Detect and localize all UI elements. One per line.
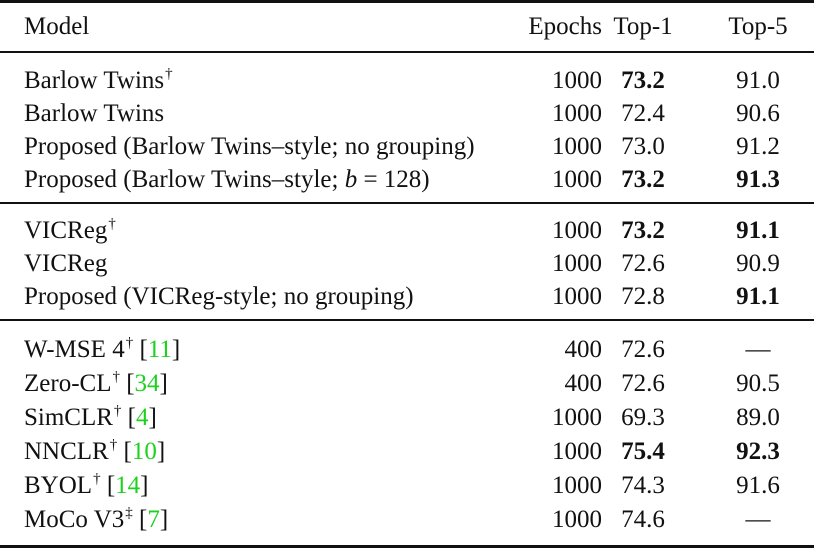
table-row: Proposed (Barlow Twins–style; b = 128) 1… <box>0 163 814 196</box>
table-row: SimCLR† [4] 1000 69.3 89.0 <box>0 401 814 434</box>
table-row: NNCLR† [10] 1000 75.4 92.3 <box>0 435 814 468</box>
header-top1: Top-1 <box>613 13 673 40</box>
model-name: MoCo V3‡ [7] <box>24 505 169 534</box>
footnote-mark: † <box>125 335 134 351</box>
model-name: BYOL† [14] <box>24 471 149 500</box>
model-name: Proposed (Barlow Twins–style; no groupin… <box>24 133 475 160</box>
top1-value: 72.6 <box>621 250 665 277</box>
citation-link[interactable]: 14 <box>115 472 141 499</box>
footnote-mark: † <box>112 369 120 385</box>
table-row: W-MSE 4† [11] 400 72.6 — <box>0 333 814 366</box>
top5-value: 89.0 <box>736 404 780 431</box>
model-name: Proposed (VICReg-style; no grouping) <box>24 283 414 310</box>
top5-value: 90.5 <box>736 370 780 397</box>
table-row: Proposed (Barlow Twins–style; no groupin… <box>0 130 814 163</box>
top1-value: 72.8 <box>621 283 665 310</box>
footnote-mark: † <box>113 403 122 419</box>
top5-value: 91.2 <box>736 133 780 160</box>
epochs-value: 1000 <box>552 166 602 193</box>
model-name: W-MSE 4† [11] <box>24 335 181 364</box>
citation-link[interactable]: 10 <box>131 438 157 465</box>
top1-value: 72.4 <box>621 100 665 127</box>
math-variable: b <box>344 166 358 193</box>
top1-value: 73.2 <box>621 67 665 94</box>
epochs-value: 1000 <box>552 283 602 310</box>
top-rule <box>0 0 814 3</box>
top1-value: 73.2 <box>621 166 665 193</box>
top1-value: 73.2 <box>621 217 665 244</box>
header-top5: Top-5 <box>728 13 788 40</box>
model-name: SimCLR† [4] <box>24 403 157 432</box>
table-row: VICReg† 1000 73.2 91.1 <box>0 214 814 247</box>
footnote-mark: † <box>109 437 118 453</box>
top5-value: 91.1 <box>736 283 780 310</box>
header-model: Model <box>24 13 90 40</box>
model-name: VICReg <box>24 250 108 277</box>
top5-value: 91.1 <box>736 217 780 244</box>
footnote-mark: ‡ <box>125 505 133 521</box>
footnote-mark: † <box>93 471 101 487</box>
top1-value: 74.3 <box>621 472 665 499</box>
epochs-value: 400 <box>564 336 603 363</box>
table-row: BYOL† [14] 1000 74.3 91.6 <box>0 469 814 502</box>
bottom-rule <box>0 545 814 548</box>
top5-value: 92.3 <box>736 438 780 465</box>
top1-value: 69.3 <box>621 404 665 431</box>
header-epochs: Epochs <box>528 13 602 40</box>
epochs-value: 1000 <box>552 67 602 94</box>
model-name: Barlow Twins† <box>24 66 173 95</box>
table-row: MoCo V3‡ [7] 1000 74.6 — <box>0 503 814 536</box>
top5-value: 91.3 <box>736 166 780 193</box>
top1-value: 73.0 <box>621 133 665 160</box>
group-rule <box>0 319 814 321</box>
top5-value: 90.6 <box>736 100 780 127</box>
citation-link[interactable]: 4 <box>136 404 149 431</box>
epochs-value: 1000 <box>552 217 602 244</box>
epochs-value: 1000 <box>552 100 602 127</box>
top5-value: — <box>745 506 771 533</box>
top1-value: 75.4 <box>621 438 665 465</box>
model-name: Proposed (Barlow Twins–style; b = 128) <box>24 166 430 193</box>
header-rule <box>0 51 814 53</box>
top1-value: 72.6 <box>621 336 665 363</box>
footnote-mark: † <box>165 66 173 82</box>
model-name: NNCLR† [10] <box>24 437 166 466</box>
table-row: Zero-CL† [34] 400 72.6 90.5 <box>0 367 814 400</box>
top5-value: 91.6 <box>736 472 780 499</box>
table-row: VICReg 1000 72.6 90.9 <box>0 247 814 280</box>
group-rule <box>0 202 814 204</box>
epochs-value: 1000 <box>552 472 602 499</box>
top5-value: 90.9 <box>736 250 780 277</box>
epochs-value: 1000 <box>552 404 602 431</box>
table-row: Barlow Twins† 1000 73.2 91.0 <box>0 64 814 97</box>
citation-link[interactable]: 7 <box>147 506 160 533</box>
citation-link[interactable]: 11 <box>147 336 172 363</box>
table-row: Proposed (VICReg-style; no grouping) 100… <box>0 280 814 313</box>
epochs-value: 1000 <box>552 506 602 533</box>
epochs-value: 1000 <box>552 133 602 160</box>
epochs-value: 400 <box>564 370 603 397</box>
citation-link[interactable]: 34 <box>134 370 160 397</box>
footnote-mark: † <box>108 216 116 232</box>
model-name: VICReg† <box>24 216 116 245</box>
table-row: Barlow Twins 1000 72.4 90.6 <box>0 97 814 130</box>
top5-value: 91.0 <box>736 67 780 94</box>
epochs-value: 1000 <box>552 438 602 465</box>
model-name: Barlow Twins <box>24 100 165 127</box>
header-row: Model Epochs Top-1 Top-5 <box>0 10 814 43</box>
top1-value: 72.6 <box>621 370 665 397</box>
top5-value: — <box>745 336 771 363</box>
model-name: Zero-CL† [34] <box>24 369 168 398</box>
top1-value: 74.6 <box>621 506 665 533</box>
epochs-value: 1000 <box>552 250 602 277</box>
